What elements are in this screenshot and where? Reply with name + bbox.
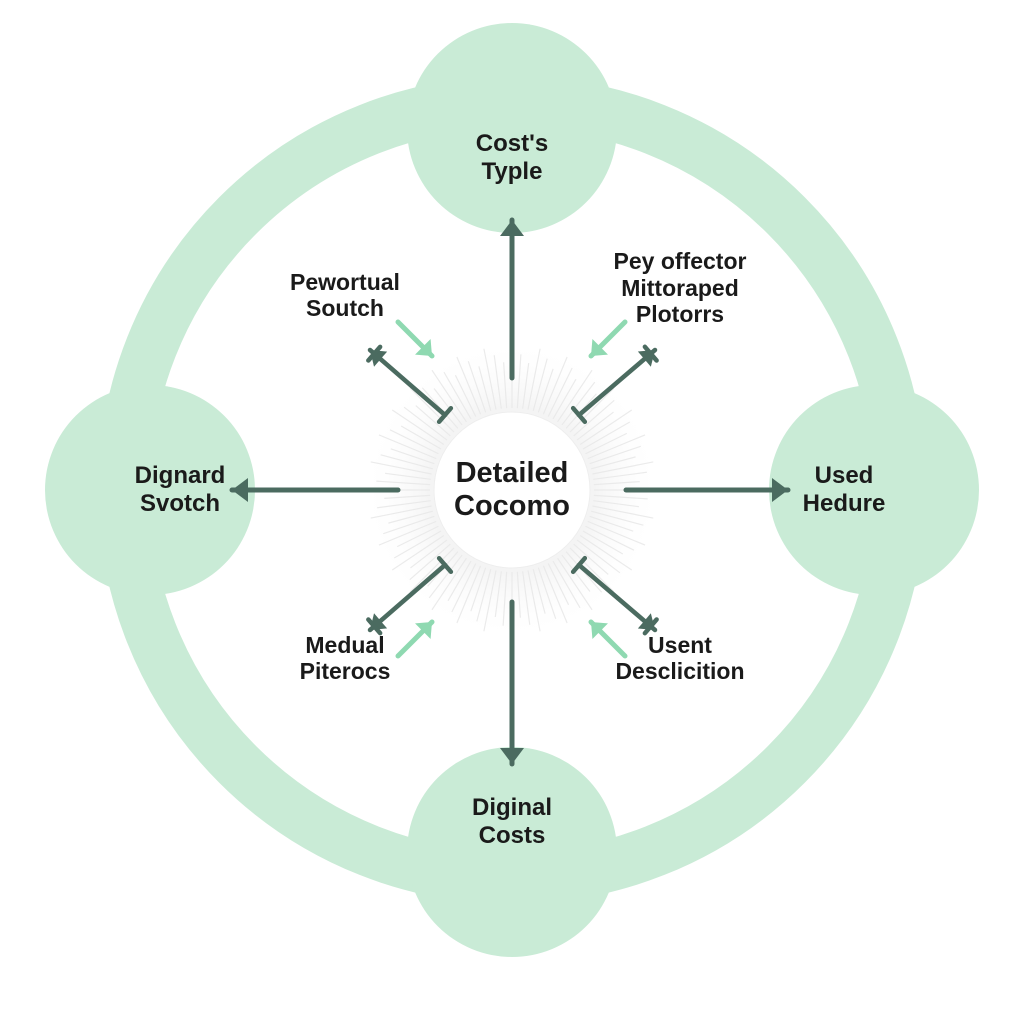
diagram-stage: Detailed Cocomo Cost's Typle Used Hedure… xyxy=(0,0,1024,1024)
outer-label-right: Used Hedure xyxy=(724,462,964,517)
inner-label-tr: Pey offector Mittoraped Plotorrs xyxy=(560,248,800,327)
inner-label-bl: Medual Piterocs xyxy=(225,632,465,685)
inner-label-tl: Pewortual Soutch xyxy=(225,269,465,322)
inner-label-br: Usent Desclicition xyxy=(560,632,800,685)
outer-label-top: Cost's Typle xyxy=(392,130,632,185)
center-label: Detailed Cocomo xyxy=(392,457,632,524)
outer-label-bottom: Diginal Costs xyxy=(392,794,632,849)
outer-label-left: Dignard Svotch xyxy=(60,462,300,517)
